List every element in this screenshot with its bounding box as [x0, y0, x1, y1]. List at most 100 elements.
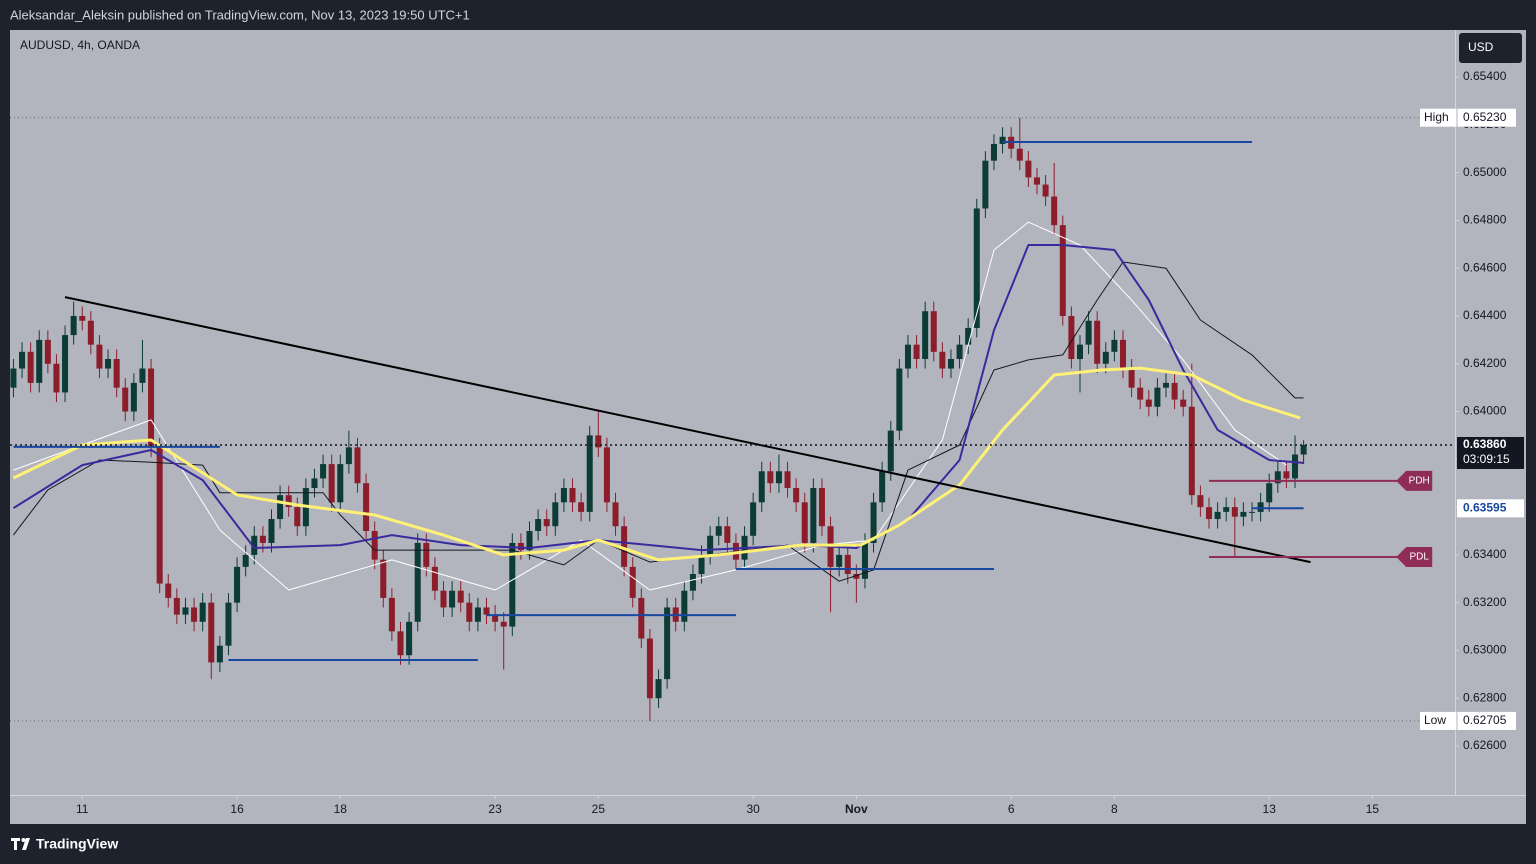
- candle-body: [689, 574, 696, 591]
- candle-body: [1266, 483, 1273, 503]
- level-tag: [1396, 470, 1433, 491]
- candle-body: [139, 368, 146, 383]
- candle-body: [225, 602, 232, 646]
- candle-body: [896, 368, 903, 431]
- candle-body: [1145, 399, 1152, 407]
- y-tick-label: 0.63400: [1463, 547, 1507, 561]
- y-tick-label: 0.64400: [1463, 308, 1507, 322]
- candle-body: [311, 478, 318, 488]
- candle-body: [1188, 406, 1195, 496]
- candle-body: [1223, 507, 1230, 512]
- candle-body: [965, 327, 972, 345]
- candle-body: [62, 335, 69, 393]
- candle-body: [457, 590, 464, 603]
- candle-body: [767, 471, 774, 484]
- candle-body: [492, 614, 499, 622]
- candle-body: [1128, 368, 1135, 388]
- candle-body: [724, 526, 731, 543]
- candle-body: [698, 554, 705, 575]
- symbol-legend: AUDUSD, 4h, OANDA: [20, 38, 140, 52]
- y-tick-label: 0.64600: [1463, 260, 1507, 274]
- candle-body: [707, 535, 714, 555]
- candle-body: [388, 597, 395, 632]
- candle-body: [449, 590, 456, 608]
- candle-body: [199, 602, 206, 622]
- candle-body: [758, 471, 765, 503]
- plot: [10, 117, 1455, 722]
- candle-body: [526, 531, 533, 551]
- candle-body: [1076, 344, 1083, 359]
- candle-body: [1205, 507, 1213, 520]
- candle-body: [560, 487, 567, 503]
- candle-body: [1111, 339, 1118, 352]
- x-tick-label: 30: [746, 802, 760, 816]
- candle-body: [10, 368, 17, 388]
- candle-body: [1300, 444, 1307, 455]
- price-tag-label: 0.63595: [1463, 500, 1507, 514]
- x-tick-label: 13: [1263, 802, 1277, 816]
- candle-body: [320, 464, 327, 479]
- candle-body: [148, 368, 155, 448]
- candle-body: [1059, 225, 1066, 316]
- last-price-label: 0.63860: [1463, 437, 1507, 451]
- x-tick-label: 16: [230, 802, 244, 816]
- currency-button[interactable]: [1459, 33, 1522, 63]
- y-tick-label: 0.63200: [1463, 595, 1507, 609]
- candle-body: [44, 339, 51, 364]
- candle-body: [242, 554, 249, 567]
- candle-body: [1171, 382, 1178, 400]
- candle-body: [406, 621, 413, 656]
- y-tick-label: 0.63000: [1463, 643, 1507, 657]
- candle-body: [182, 607, 189, 615]
- candle-body: [956, 344, 963, 359]
- x-tick-label: 11: [76, 802, 89, 816]
- candle-body: [922, 311, 929, 359]
- candle-body: [105, 358, 112, 369]
- candle-body: [191, 607, 198, 622]
- y-tick-label: 0.65000: [1463, 165, 1507, 179]
- candle-body: [216, 645, 223, 663]
- candle-body: [1180, 399, 1187, 407]
- candle-body: [621, 526, 628, 567]
- candle-body: [466, 602, 473, 622]
- candle-body: [578, 502, 585, 512]
- candle-body: [165, 583, 172, 598]
- candle-body: [569, 487, 576, 503]
- candle-body: [999, 136, 1006, 144]
- candle-body: [870, 502, 877, 543]
- candle-body: [552, 502, 559, 527]
- brand-name: TradingView: [36, 836, 118, 852]
- candle-body: [775, 471, 782, 484]
- candle-body: [586, 435, 593, 512]
- currency-label[interactable]: USD: [1468, 40, 1494, 54]
- candle-body: [509, 542, 516, 627]
- extreme-tag-name: Low: [1424, 713, 1446, 727]
- y-tick-label: 0.62600: [1463, 738, 1507, 752]
- candle-body: [96, 344, 103, 369]
- candle-body: [70, 315, 77, 336]
- candle-body: [612, 502, 619, 527]
- candle-body: [1240, 511, 1247, 517]
- candle-body: [879, 471, 886, 503]
- candle-body: [1249, 511, 1256, 513]
- candle-body: [861, 542, 868, 579]
- logo-dot: [21, 838, 26, 842]
- y-tick-label: 0.64000: [1463, 404, 1507, 418]
- candle-body: [543, 519, 550, 527]
- candle-body: [784, 471, 791, 488]
- candle-body: [853, 574, 860, 579]
- candle-body: [122, 387, 129, 412]
- candle-body: [337, 464, 344, 503]
- candle-body: [801, 502, 808, 543]
- candle-body: [79, 315, 86, 321]
- candle-body: [939, 351, 946, 369]
- candle-body: [973, 208, 980, 328]
- extreme-tag-value: 0.62705: [1463, 713, 1507, 727]
- candle-body: [277, 495, 284, 520]
- candle-body: [844, 554, 851, 575]
- candle-body: [1102, 351, 1109, 364]
- candle-body: [113, 358, 120, 388]
- candle-body: [1283, 471, 1290, 479]
- candle-body: [1051, 196, 1058, 226]
